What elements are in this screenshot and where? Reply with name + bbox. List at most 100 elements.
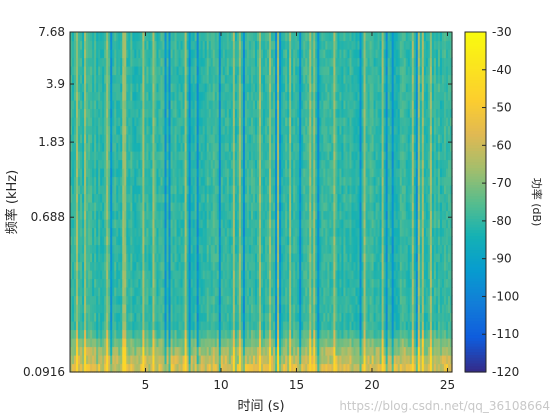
spectrogram-cell xyxy=(170,244,174,254)
spectrogram-cell xyxy=(250,321,254,331)
spectrogram-cell xyxy=(252,66,256,76)
spectrogram-cell xyxy=(116,125,119,135)
spectrogram-cell xyxy=(301,176,304,186)
spectrogram-cell xyxy=(86,244,89,254)
spectrogram-cell xyxy=(287,346,290,356)
spectrogram-cell xyxy=(150,108,154,118)
spectrogram-cell xyxy=(293,159,296,169)
spectrogram-cell xyxy=(110,236,113,246)
spectrogram-cell xyxy=(258,202,262,212)
spectrogram-cell xyxy=(76,321,79,331)
spectrogram-cell xyxy=(78,74,81,84)
spectrogram-cell xyxy=(250,278,254,288)
spectrogram-cell xyxy=(186,227,190,237)
spectrogram-cell xyxy=(279,295,282,305)
spectrogram-cell xyxy=(317,219,320,229)
spectrogram-cell xyxy=(218,346,222,356)
spectrogram-cell xyxy=(246,219,250,229)
spectrogram-cell xyxy=(287,278,290,288)
spectrogram-cell xyxy=(196,74,200,84)
spectrogram-cell xyxy=(313,83,316,93)
spectrogram-cell xyxy=(106,338,109,348)
spectrogram-cell xyxy=(222,338,226,348)
spectrogram-cell xyxy=(128,83,131,93)
spectrogram-cell xyxy=(234,74,238,84)
spectrogram-cell xyxy=(114,117,117,127)
spectrogram-cell xyxy=(289,83,292,93)
spectrogram-cell xyxy=(82,66,85,76)
spectrogram-cell xyxy=(190,219,194,229)
spectrogram-cell xyxy=(303,355,306,365)
spectrogram-cell xyxy=(140,261,143,271)
spectrogram-cell xyxy=(172,74,176,84)
spectrogram-cell xyxy=(275,312,278,322)
spectrogram-cell xyxy=(154,168,158,178)
spectrogram-cell xyxy=(122,32,125,42)
spectrogram-cell xyxy=(206,159,210,169)
spectrogram-cell xyxy=(228,270,232,280)
spectrogram-cell xyxy=(254,117,258,127)
spectrogram-cell xyxy=(313,278,316,288)
spectrogram-cell xyxy=(178,338,182,348)
spectrogram-cell xyxy=(76,346,79,356)
spectrogram-cell xyxy=(293,270,296,280)
spectrogram-cell xyxy=(248,125,252,135)
spectrogram-cell xyxy=(275,338,278,348)
spectrogram-cell xyxy=(252,142,256,152)
spectrogram-cell xyxy=(116,346,119,356)
spectrogram-cell xyxy=(224,278,228,288)
spectrogram-cell xyxy=(313,159,316,169)
spectrogram-cell xyxy=(224,66,228,76)
spectrogram-cell xyxy=(224,227,228,237)
spectrogram-cell xyxy=(293,83,296,93)
spectrogram-cell xyxy=(134,117,137,127)
spectrogram-cell xyxy=(218,253,222,263)
spectrogram-cell xyxy=(198,236,202,246)
spectrogram-cell xyxy=(283,253,286,263)
spectrogram-cell xyxy=(309,202,312,212)
spectrogram-cell xyxy=(90,312,93,322)
spectrogram-cell xyxy=(305,278,308,288)
spectrogram-cell xyxy=(194,168,198,178)
spectrogram-cell xyxy=(267,32,270,42)
spectrogram-cell xyxy=(212,312,216,322)
spectrogram-cell xyxy=(186,66,190,76)
spectrogram-cell xyxy=(130,338,133,348)
spectrogram-cell xyxy=(130,202,133,212)
spectrogram-cell xyxy=(297,287,300,297)
spectrogram-cell xyxy=(166,151,170,161)
spectrogram-cell xyxy=(258,57,262,67)
spectrogram-cell xyxy=(188,66,192,76)
spectrogram-cell xyxy=(238,151,242,161)
spectrogram-cell xyxy=(293,295,296,305)
spectrogram-cell xyxy=(184,151,188,161)
spectrogram-cell xyxy=(228,295,232,305)
spectrogram-cell xyxy=(285,117,288,127)
spectrogram-cell xyxy=(116,202,119,212)
spectrogram-cell xyxy=(70,338,73,348)
spectrogram-cell xyxy=(130,40,133,50)
spectrogram-cell xyxy=(212,193,216,203)
spectrogram-cell xyxy=(301,57,304,67)
spectrogram-cell xyxy=(98,168,101,178)
spectrogram-cell xyxy=(313,287,316,297)
spectrogram-cell xyxy=(301,168,304,178)
spectrogram-cell xyxy=(156,304,160,314)
spectrogram-cell xyxy=(92,355,95,365)
spectrogram-cell xyxy=(170,287,174,297)
spectrogram-cell xyxy=(92,49,95,59)
spectrogram-cell xyxy=(80,151,83,161)
spectrogram-cell xyxy=(220,210,224,220)
spectrogram-cell xyxy=(194,151,198,161)
spectrogram-cell xyxy=(70,91,73,101)
spectrogram-cell xyxy=(269,253,272,263)
spectrogram-cell xyxy=(256,159,260,169)
spectrogram-cell xyxy=(271,193,274,203)
spectrogram-cell xyxy=(246,32,250,42)
spectrogram-cell xyxy=(248,363,252,373)
spectrogram-cell xyxy=(154,304,158,314)
spectrogram-cell xyxy=(248,159,252,169)
spectrogram-cell xyxy=(303,287,306,297)
spectrogram-cell xyxy=(168,142,172,152)
spectrogram-cell xyxy=(261,117,264,127)
